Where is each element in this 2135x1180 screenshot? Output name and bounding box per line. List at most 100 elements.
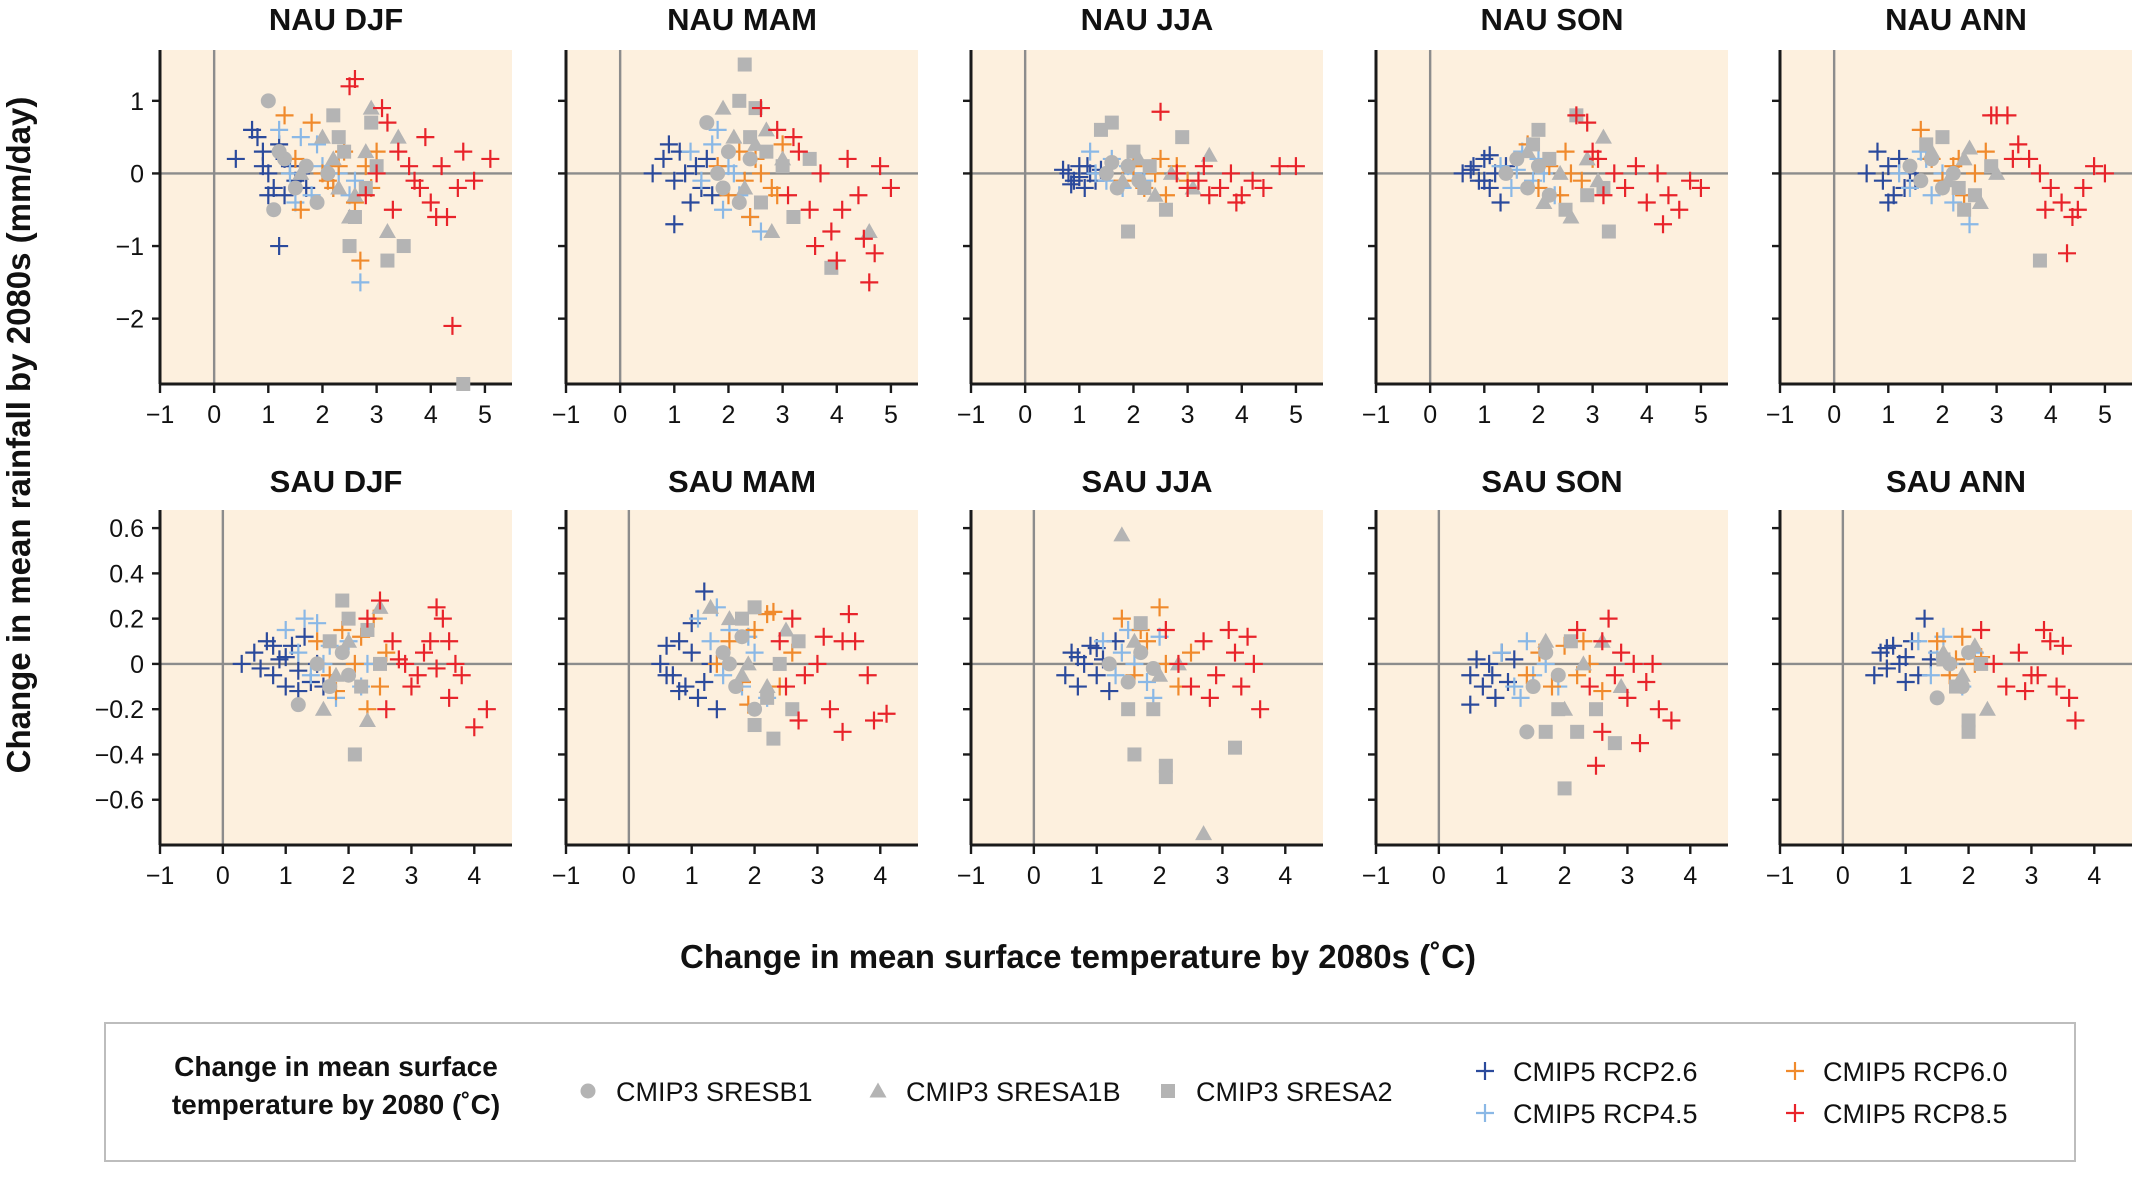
data-point-rcp26 — [643, 164, 662, 183]
data-point-rcp85 — [821, 700, 839, 719]
data-point-rcp85 — [1624, 654, 1643, 673]
data-point-sresa2 — [753, 195, 768, 210]
x-tick-label: 2 — [1532, 401, 1546, 429]
data-point-sresa2 — [337, 144, 352, 159]
data-point-rcp85 — [860, 273, 879, 292]
data-point-sresa2 — [824, 260, 839, 275]
legend-title-line2: temperature by 2080 (˚C) — [172, 1089, 500, 1120]
data-point-sresa2 — [2032, 253, 2047, 268]
data-point-rcp85 — [854, 229, 873, 248]
data-point-rcp26 — [1486, 688, 1505, 707]
x-tick-label: 4 — [873, 862, 887, 890]
data-point-sresa2 — [1607, 736, 1622, 751]
data-point-rcp26 — [1075, 178, 1094, 197]
x-tick-label: 2 — [1936, 401, 1950, 429]
legend-label: CMIP5 RCP2.6 — [1513, 1057, 1698, 1087]
legend-marker-plus — [1786, 1062, 1804, 1080]
y-tick-label: −0.4 — [95, 741, 144, 769]
data-point-rcp85 — [789, 142, 808, 161]
data-point-sresb1 — [1133, 645, 1149, 661]
data-point-rcp26 — [654, 149, 673, 168]
data-point-sresa1b — [1195, 825, 1213, 841]
data-point-sresa2 — [1093, 122, 1108, 137]
data-point-sresa2 — [1936, 652, 1951, 667]
data-point-sresa2 — [456, 377, 471, 391]
data-point-rcp85 — [1612, 643, 1631, 662]
data-point-sresb1 — [742, 151, 758, 167]
legend-label: CMIP5 RCP6.0 — [1823, 1057, 2008, 1087]
x-tick-label: 5 — [1694, 401, 1708, 429]
data-point-sresa1b — [330, 179, 348, 195]
data-point-rcp85 — [1221, 164, 1240, 183]
data-point-rcp85 — [1605, 164, 1624, 183]
data-point-rcp26 — [1857, 164, 1876, 183]
data-point-rcp26 — [689, 688, 707, 707]
legend-title-line1: Change in mean surface — [174, 1051, 498, 1082]
x-tick-label: 4 — [1235, 401, 1249, 429]
data-point-rcp85 — [481, 149, 500, 168]
series-sresa2 — [1093, 115, 1190, 239]
data-point-sresa1b — [725, 128, 743, 144]
x-tick-label: 4 — [2044, 401, 2058, 429]
data-point-rcp85 — [1599, 609, 1618, 628]
y-tick-label: 0 — [130, 651, 144, 679]
data-point-sresa1b — [313, 128, 331, 144]
legend-marker-circle — [580, 1083, 596, 1099]
data-point-rcp85 — [877, 704, 896, 723]
data-point-sresa2 — [364, 115, 379, 130]
x-tick-label: 2 — [1558, 862, 1572, 890]
data-point-rcp26 — [226, 149, 245, 168]
panel-nau-djf: NAU DJF −1 0 1 2 3 4 5 1 0 −1 −2 — [115, 2, 512, 429]
data-point-rcp85 — [1631, 734, 1649, 753]
data-point-sresa2 — [1175, 130, 1190, 145]
data-point-rcp26 — [657, 636, 676, 655]
legend-item-rcp60: CMIP5 RCP6.0 — [1786, 1057, 2008, 1087]
x-tick-label: 2 — [1153, 862, 1167, 890]
data-point-rcp26 — [1467, 650, 1486, 669]
data-point-rcp85 — [1998, 106, 2017, 125]
y-tick-label: −2 — [115, 306, 144, 334]
data-point-sresa1b — [324, 150, 342, 166]
data-point-sresa1b — [1113, 526, 1131, 542]
y-tick-label: 0 — [130, 160, 144, 188]
data-point-rcp85 — [1251, 700, 1270, 719]
legend-marker-plus — [1476, 1104, 1494, 1122]
x-tick-label: 0 — [1836, 862, 1850, 890]
data-point-sresb1 — [1525, 679, 1541, 695]
data-point-rcp45 — [1492, 643, 1511, 662]
panel-title: SAU ANN — [1886, 464, 2026, 499]
data-point-rcp26 — [659, 135, 678, 154]
data-point-rcp26 — [1062, 175, 1081, 194]
data-point-rcp45 — [276, 620, 295, 639]
data-point-rcp85 — [811, 164, 830, 183]
data-point-sresa2 — [396, 239, 411, 254]
panel-title: SAU JJA — [1082, 464, 1213, 499]
legend-item-rcp26: CMIP5 RCP2.6 — [1476, 1057, 1698, 1087]
data-point-rcp26 — [289, 682, 308, 701]
data-point-rcp85 — [2060, 688, 2079, 707]
data-point-rcp26 — [1078, 157, 1097, 176]
series-rcp85 — [1567, 106, 1710, 234]
data-point-rcp85 — [405, 171, 424, 190]
data-point-sresa1b — [720, 610, 738, 626]
data-point-sresa2 — [1974, 656, 1989, 671]
data-point-rcp85 — [358, 609, 377, 628]
y-axis-title: Change in mean rainfall by 2080s (mm/day… — [0, 97, 37, 774]
data-point-rcp85 — [1580, 677, 1599, 696]
series-rcp85 — [751, 99, 900, 292]
data-point-rcp45 — [1921, 666, 1940, 685]
legend-label: CMIP5 RCP4.5 — [1513, 1099, 1698, 1129]
data-point-rcp85 — [383, 632, 402, 651]
data-point-rcp85 — [2003, 149, 2022, 168]
data-point-rcp26 — [670, 632, 689, 651]
series-rcp26 — [643, 135, 722, 234]
data-point-rcp85 — [427, 659, 446, 678]
data-point-sresb1 — [309, 656, 325, 672]
legend-marker-plus — [1786, 1104, 1804, 1122]
data-point-sresa2 — [1228, 740, 1242, 755]
data-point-rcp85 — [2016, 682, 2035, 701]
data-point-sresb1 — [728, 679, 744, 695]
data-point-rcp85 — [440, 688, 459, 707]
data-point-rcp45 — [681, 142, 700, 161]
